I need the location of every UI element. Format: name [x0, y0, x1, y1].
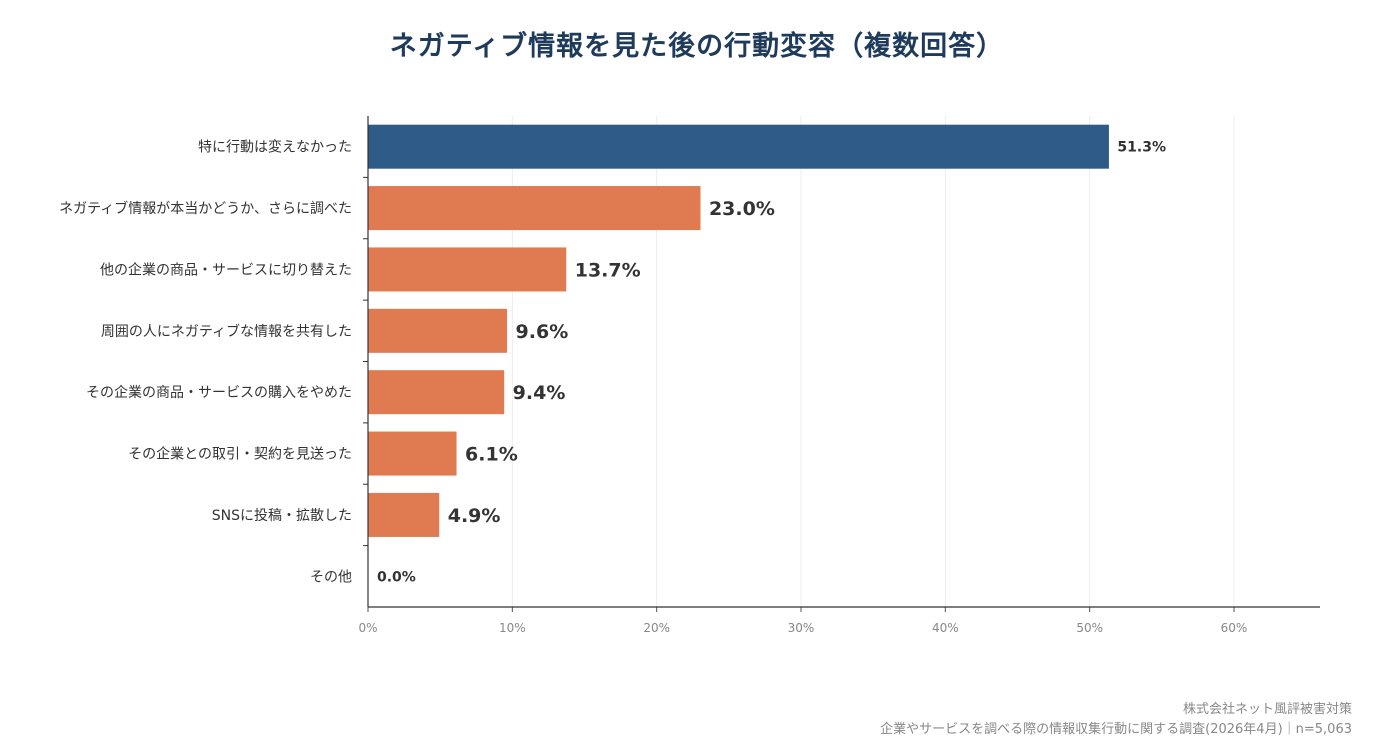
bar	[368, 431, 457, 476]
data-label: 9.4%	[513, 382, 566, 404]
category-label: 周囲の人にネガティブな情報を共有した	[101, 323, 352, 340]
data-label: 23.0%	[709, 198, 775, 220]
data-label: 0.0%	[377, 569, 416, 585]
data-label: 6.1%	[465, 444, 518, 466]
bars	[368, 124, 1109, 537]
bar	[368, 492, 440, 537]
x-tick-label: 10%	[499, 621, 526, 635]
data-label: 51.3%	[1117, 140, 1166, 156]
x-tick-label: 60%	[1221, 621, 1248, 635]
category-label: その他	[310, 569, 352, 585]
category-label: その企業との取引・契約を見送った	[128, 446, 352, 463]
footer-source: 企業やサービスを調べる際の情報収集行動に関する調査(2026年4月)｜n=5,0…	[880, 722, 1352, 737]
x-tick-label: 40%	[932, 621, 959, 635]
bar	[368, 308, 508, 353]
footer-company: 株式会社ネット風評被害対策	[1182, 702, 1352, 717]
bar	[368, 370, 505, 415]
axes	[363, 116, 1320, 612]
chart-title: ネガティブ情報を見た後の行動変容（複数回答）	[389, 31, 1005, 62]
bar	[368, 124, 1109, 169]
x-tick-label: 20%	[643, 621, 670, 635]
category-label: その企業の商品・サービスの購入をやめた	[86, 384, 352, 401]
data-label: 13.7%	[575, 259, 641, 281]
x-tick-label: 30%	[788, 621, 815, 635]
category-label: 特に行動は変えなかった	[198, 139, 352, 156]
x-tick-label: 50%	[1076, 621, 1103, 635]
bar	[368, 247, 567, 292]
bar	[368, 186, 701, 231]
data-label: 4.9%	[448, 505, 501, 527]
data-label: 9.6%	[516, 321, 569, 343]
x-tick-label: 0%	[358, 621, 377, 635]
category-label: SNSに投稿・拡散した	[212, 508, 352, 524]
category-label: ネガティブ情報が本当かどうか、さらに調べた	[59, 200, 352, 217]
labels: 0% 10% 20% 30% 40% 50% 60% 特に行動は変えなかった 51.3% ネガティ…	[59, 139, 1247, 635]
category-label: 他の企業の商品・サービスに切り替えた	[100, 261, 352, 278]
